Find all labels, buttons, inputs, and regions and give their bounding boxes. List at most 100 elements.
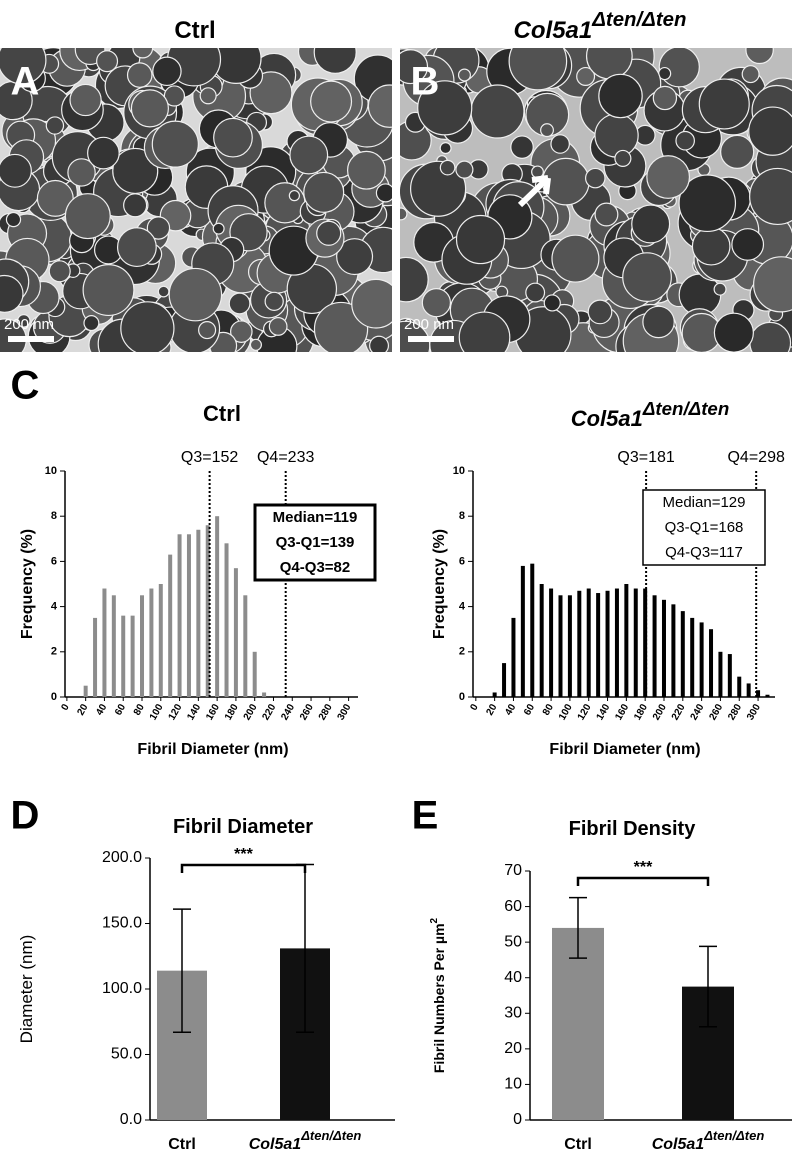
- bar: [633, 588, 638, 697]
- y-tick-label: 0: [459, 691, 465, 703]
- x-tick-label: 280: [726, 702, 744, 722]
- y-tick-label: 200.0: [102, 849, 142, 866]
- image-title-main: Col5a1: [514, 17, 593, 44]
- x-tick-label: Ctrl: [564, 1136, 592, 1153]
- fibril: [228, 292, 251, 315]
- x-tick-label: 140: [595, 702, 613, 722]
- fibril: [508, 48, 568, 91]
- y-axis-label: Frequency (%): [19, 529, 36, 639]
- significance: ***: [634, 859, 653, 876]
- y-axis-label-main: Frequency (%): [431, 529, 448, 639]
- scale-bar-label: 200 nm: [4, 316, 54, 333]
- panel-label: A: [11, 60, 40, 104]
- category-name: Col5a1: [249, 1136, 302, 1153]
- x-tick-label: 80: [132, 702, 147, 718]
- fibril: [369, 335, 390, 352]
- fibril: [642, 305, 675, 339]
- bar: [492, 692, 497, 697]
- fibril: [316, 220, 342, 246]
- x-tick-label: Col5a1Δten/Δten: [249, 1128, 362, 1153]
- fibril: [749, 167, 792, 226]
- category-name: Ctrl: [564, 1136, 592, 1153]
- y-tick-label: 60: [504, 898, 522, 915]
- fibril: [457, 68, 471, 82]
- fibril: [16, 314, 31, 328]
- x-tick-label: 60: [522, 702, 537, 718]
- bar: [196, 529, 201, 697]
- x-tick-label: 0: [468, 702, 481, 713]
- bar: [511, 617, 516, 697]
- y-tick-label: 50: [504, 933, 522, 950]
- y-tick-label: 0.0: [120, 1111, 142, 1128]
- fibril: [631, 204, 671, 244]
- bar: [102, 588, 107, 697]
- bar: [158, 584, 163, 697]
- x-tick-label: 100: [557, 702, 575, 722]
- fibril: [375, 183, 392, 203]
- error-bar: [699, 945, 717, 1028]
- image-title: Ctrl: [174, 17, 215, 44]
- y-axis-label-main: Fibril Numbers Per µm: [431, 923, 447, 1073]
- x-tick-label: 240: [689, 702, 707, 722]
- bar: [746, 683, 751, 697]
- fibril: [510, 135, 534, 159]
- category-superscript: Δten/Δten: [300, 1128, 361, 1143]
- fibril: [69, 83, 102, 117]
- x-tick-label: 20: [75, 702, 90, 718]
- x-tick-label: 140: [185, 702, 203, 722]
- x-tick-label: 300: [336, 702, 354, 722]
- x-tick-label: 300: [745, 702, 763, 722]
- stats-text: Median=129: [663, 494, 746, 511]
- fibril: [698, 78, 750, 130]
- fibril: [123, 193, 148, 218]
- y-tick-label: 50.0: [111, 1046, 142, 1063]
- chart-title-main: Ctrl: [203, 401, 241, 426]
- fibril: [347, 150, 386, 190]
- bar: [605, 590, 610, 697]
- fibril: [551, 234, 600, 283]
- bar: [520, 565, 525, 697]
- y-axis-label: Diameter (nm): [17, 935, 36, 1044]
- fibril: [540, 123, 554, 138]
- y-tick-label: 4: [459, 601, 466, 613]
- fibril: [410, 160, 467, 217]
- bar: [549, 588, 554, 697]
- chart-title: Fibril Diameter: [173, 816, 313, 838]
- x-tick-label: 180: [223, 702, 241, 722]
- fibril: [303, 171, 345, 213]
- fibril: [713, 282, 727, 296]
- x-tick-label: 180: [632, 702, 650, 722]
- bar: [83, 685, 88, 697]
- y-tick-label: 20: [504, 1040, 522, 1057]
- fibril: [264, 291, 284, 311]
- scale-bar: [8, 336, 54, 342]
- y-tick-label: 8: [51, 510, 57, 522]
- fibril: [132, 48, 154, 59]
- stats-text: Q3-Q1=139: [276, 534, 355, 551]
- fibril: [691, 226, 731, 266]
- y-axis-label: Frequency (%): [431, 529, 448, 639]
- fibril: [550, 134, 570, 154]
- fibril: [458, 311, 511, 352]
- fibril: [0, 153, 32, 188]
- fibril: [646, 155, 691, 199]
- stats-box: [642, 489, 766, 566]
- stats-text: Q3-Q1=168: [665, 519, 744, 536]
- x-axis-label: Fibril Diameter (nm): [549, 741, 700, 758]
- error-bar: [173, 908, 191, 1033]
- panel-label: B: [411, 60, 440, 104]
- x-tick-label: 160: [204, 702, 222, 722]
- fibril: [594, 113, 639, 158]
- fibril: [313, 48, 357, 74]
- fibril: [199, 87, 217, 105]
- fibril: [731, 228, 765, 261]
- y-tick-label: 40: [504, 969, 522, 986]
- y-tick-label: 6: [459, 555, 465, 567]
- fibril: [351, 278, 392, 329]
- bar: [567, 595, 572, 697]
- fibril: [741, 65, 760, 84]
- bar: [577, 590, 582, 697]
- stats-text: Q4-Q3=117: [665, 544, 743, 561]
- bar: [614, 588, 619, 697]
